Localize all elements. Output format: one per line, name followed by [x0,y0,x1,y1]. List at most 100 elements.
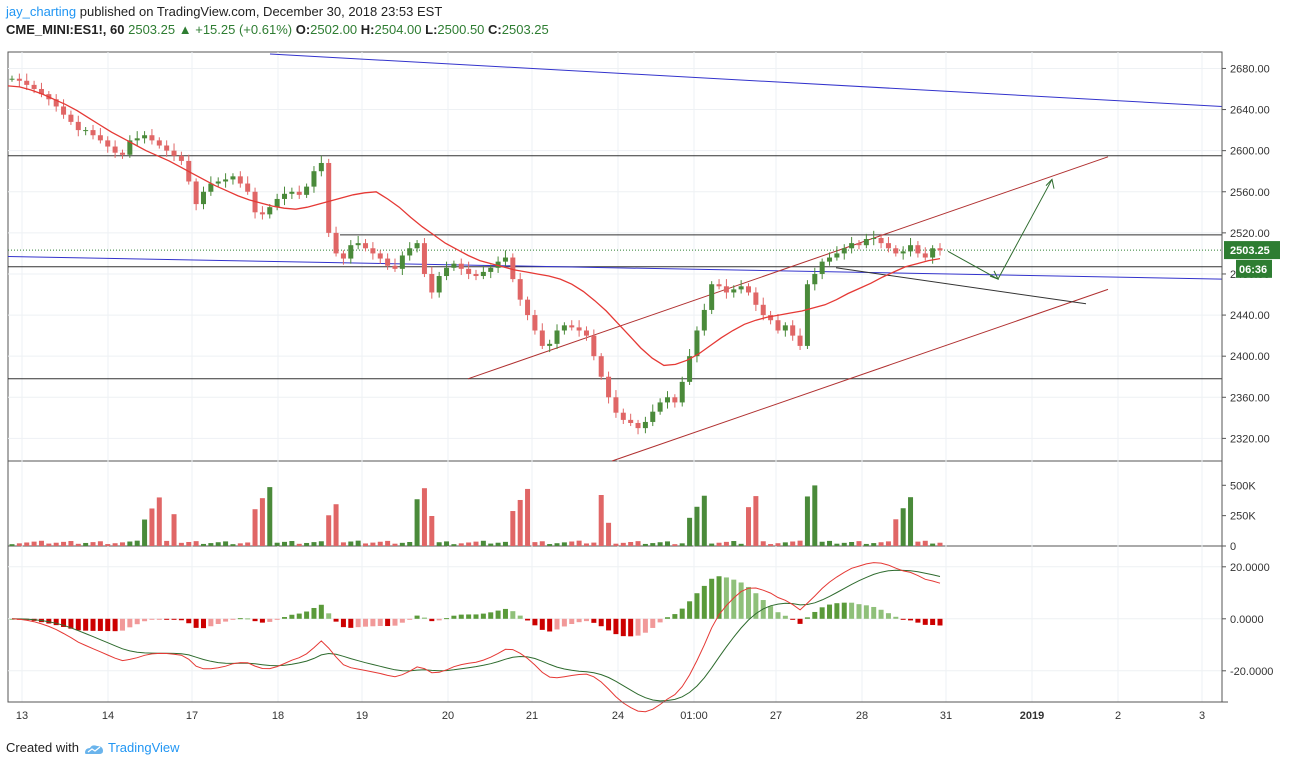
macd-histogram-bar [525,618,531,621]
volume-bar [687,517,693,546]
volume-bar [480,540,486,546]
macd-histogram-bar [451,615,457,619]
volume-bar [812,485,818,546]
volume-bar [237,543,243,546]
volume-bar [370,542,376,546]
volume-bar [716,542,722,546]
volume-bar [930,543,936,546]
last-price: 2503.25 [128,22,176,37]
candle-body [488,267,494,272]
volume-bar [326,515,332,546]
axes: 13 14 17 18 19 20 21 24 01:00 27 28 31 2019 2 3 2680.00… [8,52,1280,722]
candle-body [407,248,413,256]
macd-histogram-bar [164,618,170,620]
volume-bar [451,544,457,546]
volume-bar [340,542,346,546]
volume-bar [642,543,648,546]
candle-body [885,243,891,249]
candle-body [392,265,398,269]
tradingview-brand[interactable]: TradingView [108,740,180,755]
volume-bar [274,542,280,546]
candle-body [53,99,59,107]
volume-bar [790,541,796,546]
volume-bar [296,543,302,546]
candle-body [723,286,729,293]
macd-histogram-bar [922,618,928,625]
x-tick-label: 21 [526,710,538,722]
macd-histogram-bar [863,605,869,619]
volume-bar [355,540,361,546]
volume-bar [46,543,52,546]
volume-bar [61,541,67,546]
volume-bar [333,504,339,546]
volume-bar [259,498,265,546]
candle-body [863,239,869,246]
macd-histogram-bar [915,618,921,623]
candle-body [480,271,486,277]
candle-body [267,207,273,215]
macd-histogram-bar [466,614,472,619]
volume-bar [694,506,700,546]
macd-histogram-bar [267,618,273,622]
macd-histogram-bar [458,614,464,619]
macd-histogram-bar [510,611,516,619]
candle-body [738,286,744,290]
volume-bar [458,543,464,546]
macd-histogram-bar [606,618,612,631]
macd-histogram-bar [554,618,560,630]
candle-body [326,162,332,233]
volume-bar [436,542,442,546]
candle-body [171,150,177,156]
candle-body [672,397,678,403]
volume-bar [598,495,604,546]
volume-pane[interactable] [9,485,943,546]
author-link[interactable]: jay_charting [6,4,77,19]
macd-histogram-bar [97,618,103,631]
volume-bar [38,540,44,546]
candle-body [591,335,597,357]
candle-body [178,155,184,161]
channel-lower-line [611,288,1109,462]
candle-body [576,327,582,331]
created-with-text: Created with [6,740,79,755]
candle-body [436,276,442,293]
price-tick-label: 2640.00 [1230,105,1270,117]
volume-bar [171,514,177,546]
macd-histogram-bar [613,618,619,635]
candle-body [119,152,125,155]
macd-histogram-bar [385,618,391,627]
volume-bar [304,542,310,546]
macd-histogram-bar [834,603,840,619]
candle-body [768,315,774,321]
macd-histogram-bar [134,618,140,625]
publish-info: jay_charting published on TradingView.co… [6,4,442,19]
price-pane[interactable] [7,53,1223,462]
x-tick-label: 14 [102,710,114,722]
macd-histogram-bar [716,576,722,619]
macd-histogram-bar [311,607,317,619]
macd-histogram-bar [642,618,648,633]
x-tick-label: 17 [186,710,198,722]
macd-pane[interactable] [9,562,943,713]
volume-bar [407,541,413,546]
macd-histogram-bar [937,618,943,626]
volume-bar [149,508,155,546]
trading-chart[interactable]: 13 14 17 18 19 20 21 24 01:00 27 28 31 2019 2 3 2680.00… [0,40,1290,740]
symbol-name[interactable]: CME_MINI:ES1!, 60 [6,22,125,37]
candle-body [370,248,376,254]
symbol-legend: CME_MINI:ES1!, 60 2503.25 ▲ +15.25 (+0.6… [6,22,549,37]
volume-bar [827,540,833,546]
candle-body [414,243,420,249]
macd-histogram-bar [775,612,781,619]
candle-body [583,330,589,336]
volume-bar [510,511,516,546]
macd-histogram-bar [230,618,236,620]
volume-bar [392,543,398,546]
candle-body [510,257,516,280]
volume-bar [385,540,391,546]
projection-arrows [947,178,1055,281]
volume-bar [863,543,869,546]
volume-bar [112,543,118,546]
x-tick-label: 2019 [1020,710,1044,722]
volume-bar [90,542,96,546]
